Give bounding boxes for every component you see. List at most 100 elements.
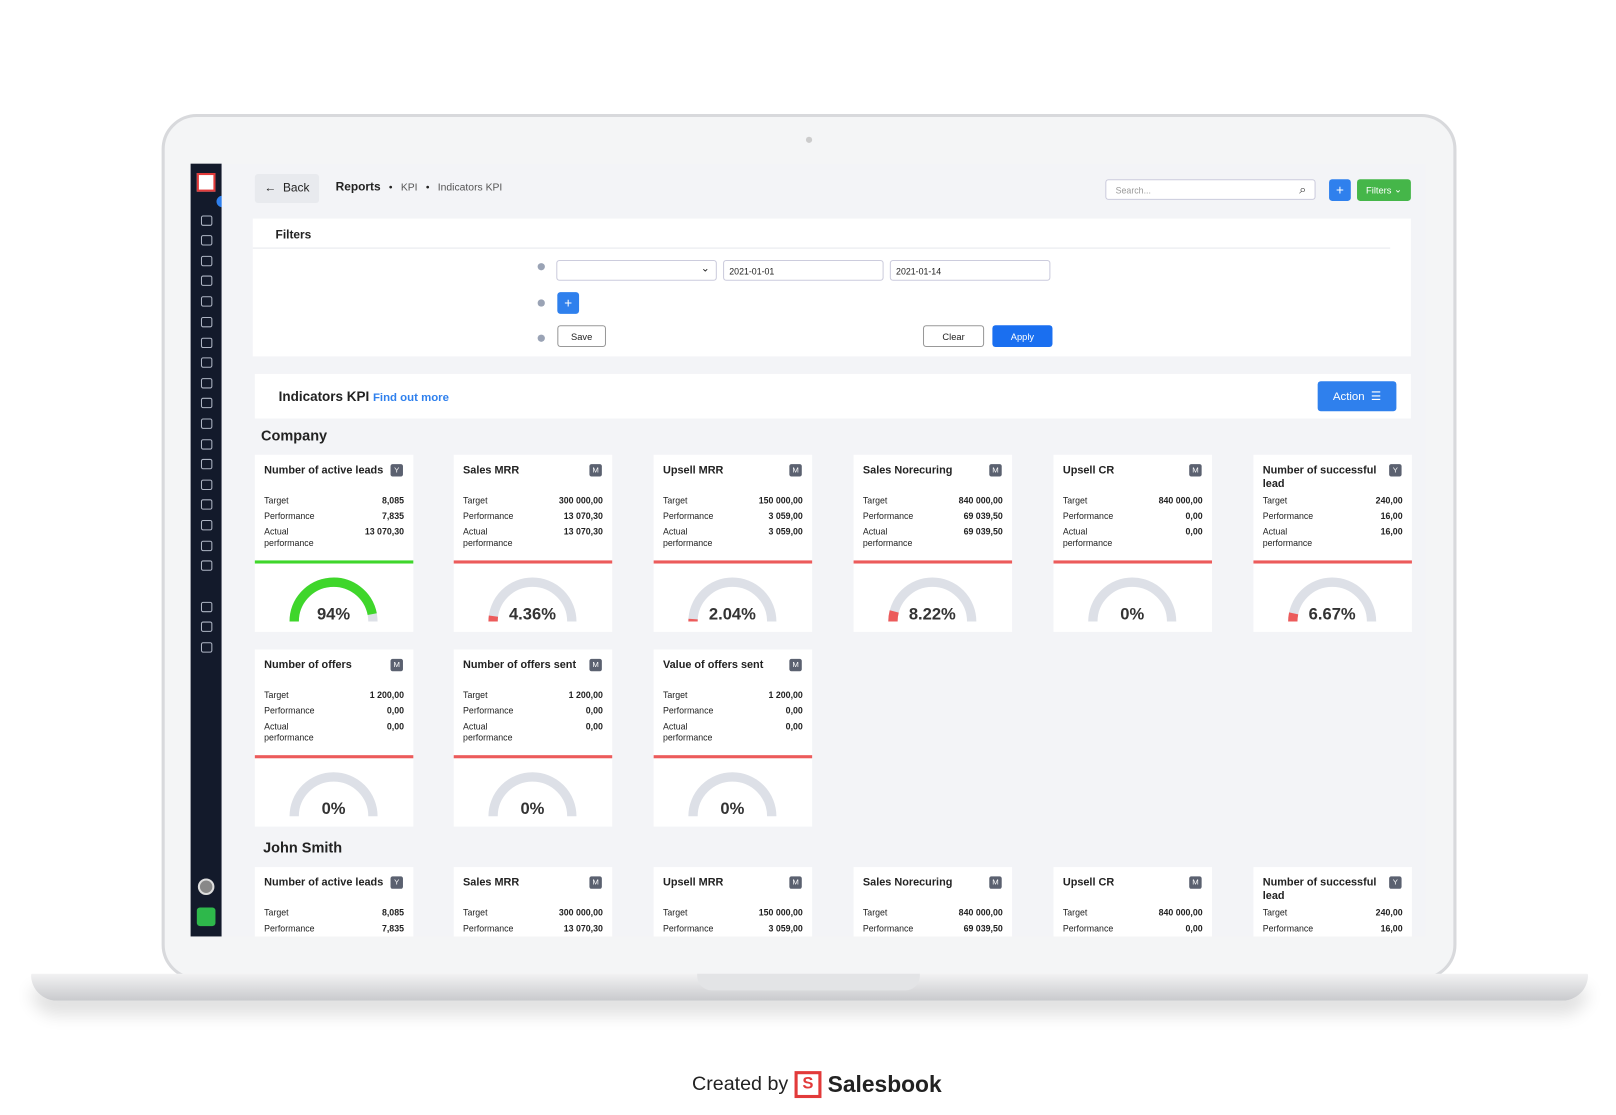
date-from-value: 2021-01-01 (729, 266, 774, 276)
row-value: 0,00 (1186, 511, 1203, 522)
row-label: Performance (663, 923, 727, 934)
breadcrumb[interactable]: KPI (401, 182, 418, 193)
badge: M (789, 464, 801, 476)
kpi-header: Indicators KPI Find out more Action ☰ (255, 374, 1411, 419)
row-value: 1 200,00 (370, 690, 404, 701)
sidebar (191, 164, 222, 937)
breadcrumbs: Reports• KPI• Indicators KPI (336, 181, 503, 193)
gauge-label: 94% (317, 604, 350, 623)
breadcrumb[interactable]: Reports (336, 181, 381, 193)
gauge: 6.67% (1253, 564, 1411, 632)
row-value: 240,00 (1376, 907, 1403, 918)
nav-icon (201, 480, 212, 490)
row-label: Actual performance (863, 526, 927, 549)
kpi-title-text: Indicators KPI (279, 388, 370, 404)
card-title: Number of offers sent (463, 659, 585, 672)
apply-button[interactable]: Apply (992, 325, 1052, 347)
row-value: 13 070,30 (365, 526, 404, 537)
row-value: 7,835 (382, 511, 404, 522)
row-value: 0,00 (387, 705, 404, 716)
badge: M (589, 464, 601, 476)
add-button[interactable]: + (1329, 179, 1351, 201)
row-value: 3 059,00 (769, 526, 803, 537)
row-label: Performance (863, 923, 927, 934)
row-value: 150 000,00 (759, 907, 803, 918)
gauge-label: 0% (520, 799, 544, 818)
card-title: Number of active leads (264, 464, 386, 477)
nav-icon (201, 378, 212, 388)
divider (253, 248, 1390, 249)
nav-icon (201, 338, 212, 348)
badge: M (391, 659, 403, 671)
row-label: Performance (463, 511, 527, 522)
nav-icon (201, 256, 212, 266)
gauge-value (1293, 613, 1294, 621)
badge: Y (391, 876, 403, 888)
row-label: Target (663, 907, 727, 918)
row-value: 1 200,00 (569, 690, 603, 701)
gauge: 4.36% (454, 564, 612, 632)
back-button[interactable]: ← Back (255, 174, 319, 203)
nav-icon (201, 622, 212, 632)
date-from[interactable]: 2021-01-01 (723, 260, 884, 281)
search-placeholder: Search... (1116, 185, 1151, 195)
action-button[interactable]: Action ☰ (1318, 381, 1397, 411)
gauge-label: 2.04% (709, 604, 756, 623)
row-label: Target (1263, 495, 1327, 506)
gauge-label: 6.67% (1309, 604, 1356, 623)
avatar[interactable] (198, 878, 215, 895)
action-label: Action (1333, 390, 1365, 402)
row-label: Performance (264, 705, 328, 716)
row-label: Performance (264, 511, 328, 522)
row-value: 240,00 (1376, 495, 1403, 506)
gauge-label: 0% (322, 799, 346, 818)
row-value: 0,00 (1186, 923, 1203, 934)
row-label: Performance (863, 511, 927, 522)
row-label: Actual performance (663, 526, 727, 549)
gauge-label: 4.36% (509, 604, 556, 623)
card-title: Number of offers (264, 659, 386, 672)
nav-icon (201, 235, 212, 245)
search[interactable]: Search...⌕ (1105, 179, 1315, 200)
filters-title: Filters (276, 229, 312, 241)
clear-button[interactable]: Clear (923, 325, 984, 347)
clock[interactable] (197, 907, 216, 926)
row-label: Performance (264, 923, 328, 934)
row-value: 13 070,30 (564, 526, 603, 537)
select[interactable]: ⌄ (556, 260, 717, 281)
row-label: Performance (663, 705, 727, 716)
filters-panel: Filters ⌄ 2021-01-01 2021-01-14 + Save C… (253, 219, 1411, 357)
filters-button[interactable]: Filters ⌄ (1357, 179, 1411, 201)
row-label: Performance (1063, 511, 1127, 522)
gauge: 0% (654, 758, 812, 826)
row-label: Target (264, 495, 328, 506)
breadcrumb: Indicators KPI (438, 182, 503, 193)
row-value: 840 000,00 (1159, 907, 1203, 918)
dot (538, 263, 545, 270)
add-filter[interactable]: + (557, 292, 579, 314)
row-value: 840 000,00 (959, 907, 1003, 918)
badge: M (789, 659, 801, 671)
card-title: Sales Norecuring (863, 464, 985, 477)
logo[interactable] (197, 173, 216, 192)
nav-icon (201, 296, 212, 306)
row-label: Performance (463, 923, 527, 934)
save-button[interactable]: Save (557, 325, 606, 347)
row-label: Actual performance (463, 721, 527, 744)
nav-icon (201, 560, 212, 570)
row-value: 13 070,30 (564, 511, 603, 522)
find-out-more[interactable]: Find out more (373, 392, 449, 404)
row-label: Target (863, 907, 927, 918)
row-label: Target (264, 907, 328, 918)
row-label: Target (463, 690, 527, 701)
date-to[interactable]: 2021-01-14 (890, 260, 1051, 281)
row-value: 16,00 (1381, 923, 1403, 934)
row-label: Performance (1263, 923, 1327, 934)
row-label: Target (863, 495, 927, 506)
gauge: 94% (255, 564, 413, 632)
